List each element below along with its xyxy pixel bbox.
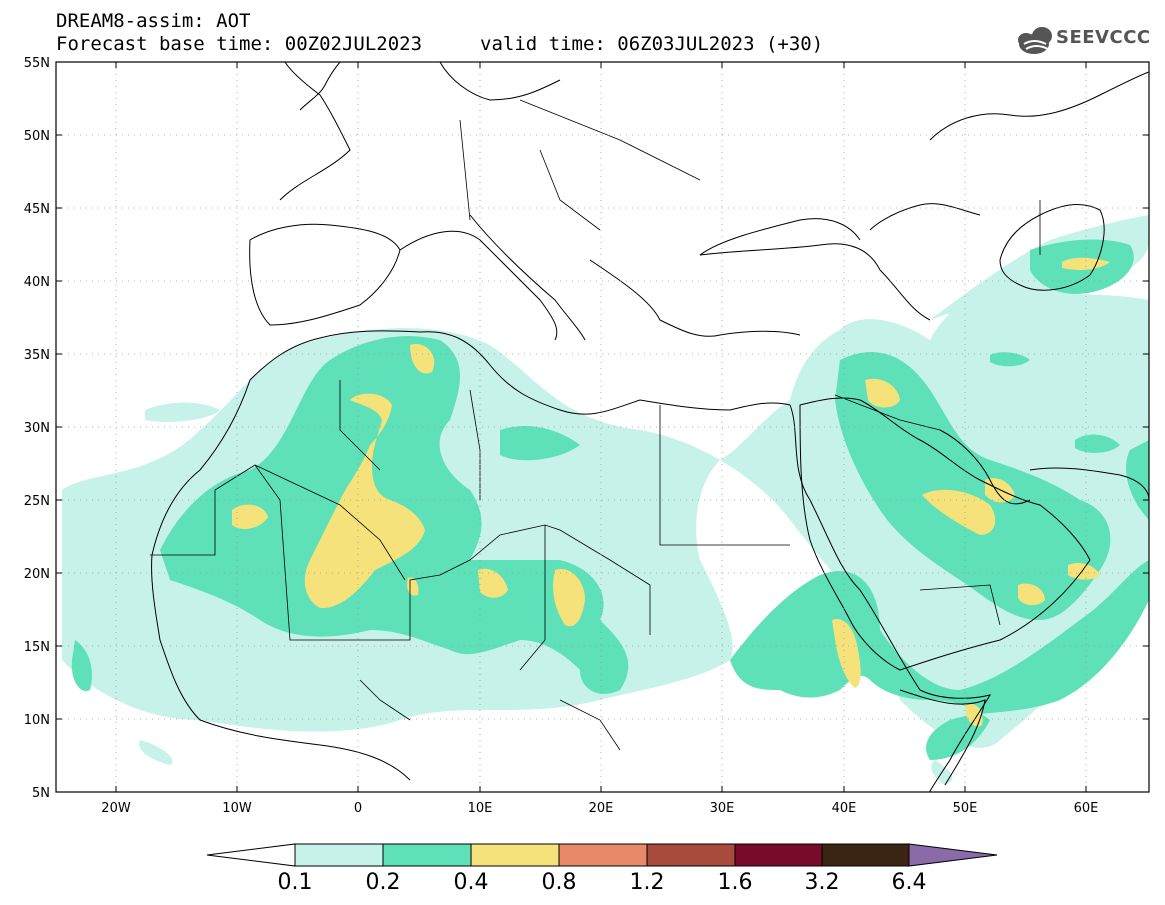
lon-ticks bbox=[115, 62, 1087, 792]
lat-label: 35N bbox=[24, 348, 50, 363]
lat-label: 45N bbox=[24, 202, 50, 217]
aot-0.4-0.8 bbox=[232, 257, 1110, 727]
colorbar-label: 0.8 bbox=[541, 870, 577, 895]
lon-label: 20E bbox=[589, 801, 614, 816]
lon-label: 60E bbox=[1074, 801, 1099, 816]
lat-label: 30N bbox=[24, 421, 50, 436]
lon-label: 0 bbox=[354, 801, 362, 816]
lat-label: 55N bbox=[24, 56, 50, 71]
colorbar-swatch bbox=[470, 843, 560, 867]
colorbar-swatch bbox=[382, 843, 472, 867]
lat-label: 25N bbox=[24, 494, 50, 509]
lon-label: 10E bbox=[468, 801, 493, 816]
logo-text: SEEVCCC bbox=[1056, 27, 1151, 48]
colorbar-swatch bbox=[558, 843, 648, 867]
colorbar-label: 6.4 bbox=[891, 870, 927, 895]
lat-label: 50N bbox=[24, 129, 50, 144]
colorbar-label: 1.2 bbox=[629, 870, 665, 895]
map-title: DREAM8-assim: AOT bbox=[56, 10, 251, 32]
coastlines bbox=[151, 62, 1149, 792]
lat-label: 5N bbox=[32, 786, 50, 801]
lon-label: 50E bbox=[953, 801, 978, 816]
colorbar-label: 0.4 bbox=[453, 870, 489, 895]
colorbar-swatch bbox=[294, 843, 384, 867]
lon-label: 20W bbox=[101, 801, 131, 816]
colorbar-swatch bbox=[734, 843, 823, 867]
lat-labels: 55N 50N 45N 40N 35N 30N 25N 20N 15N 10N … bbox=[24, 56, 50, 801]
colorbar-label: 0.1 bbox=[277, 870, 313, 895]
lat-label: 10N bbox=[24, 713, 50, 728]
colorbar-label: 1.6 bbox=[717, 870, 753, 895]
country-borders bbox=[150, 99, 1041, 751]
colorbar bbox=[206, 843, 998, 867]
lon-label: 30E bbox=[710, 801, 735, 816]
lat-label: 40N bbox=[24, 275, 50, 290]
colorbar-label: 0.2 bbox=[365, 870, 401, 895]
lon-label: 40E bbox=[832, 801, 857, 816]
colorbar-label: 3.2 bbox=[804, 870, 840, 895]
colorbar-low-triangle bbox=[206, 843, 296, 867]
gridlines bbox=[56, 62, 1149, 792]
lat-ticks bbox=[56, 61, 1149, 793]
lat-label: 20N bbox=[24, 567, 50, 582]
colorbar-high-triangle bbox=[908, 843, 998, 867]
lon-labels: 20W 10W 0 10E 20E 30E 40E 50E 60E bbox=[101, 801, 1098, 816]
valid-time: valid time: 06Z03JUL2023 (+30) bbox=[480, 33, 824, 55]
aot-fields bbox=[62, 215, 1149, 785]
colorbar-swatch bbox=[821, 843, 910, 867]
lat-label: 15N bbox=[24, 640, 50, 655]
seevccc-logo bbox=[1018, 27, 1052, 54]
lon-label: 10W bbox=[222, 801, 252, 816]
forecast-base-time: Forecast base time: 00Z02JUL2023 bbox=[56, 33, 423, 55]
colorbar-swatch bbox=[646, 843, 736, 867]
